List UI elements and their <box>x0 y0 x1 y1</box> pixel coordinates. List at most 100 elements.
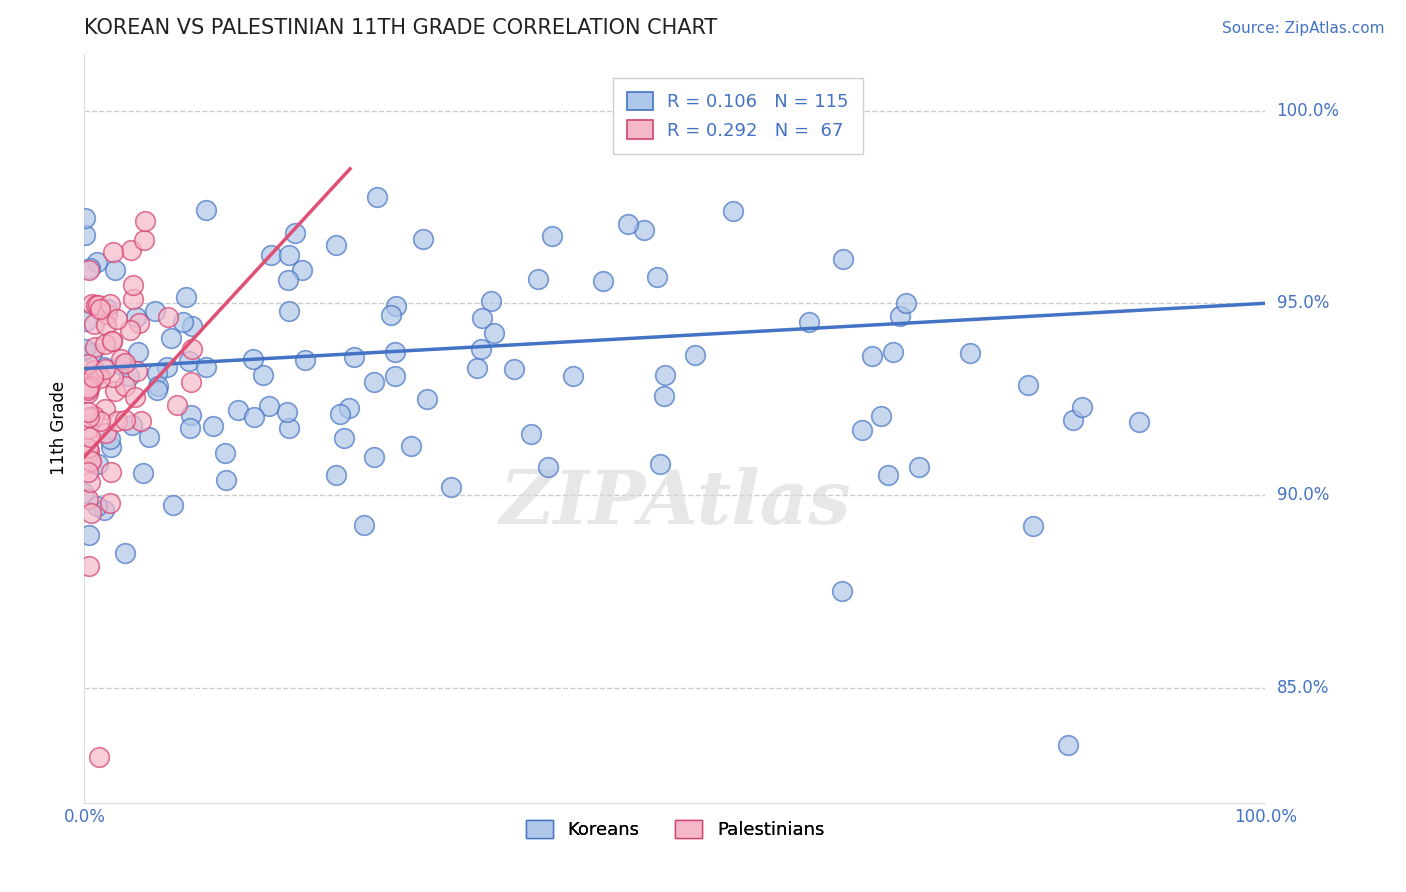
Point <box>77 448 100 462</box>
Point <box>121 417 143 432</box>
Point <box>160 331 183 345</box>
Point <box>77 491 100 506</box>
Point <box>79 444 101 458</box>
Point <box>111 359 134 373</box>
Point <box>79 475 101 490</box>
Point <box>194 360 217 375</box>
Point <box>79 430 101 444</box>
Point <box>77 441 100 455</box>
Point <box>617 217 640 231</box>
Point <box>416 392 439 406</box>
Point <box>465 360 488 375</box>
Point <box>156 360 179 375</box>
Point <box>131 466 153 480</box>
Point <box>73 486 96 500</box>
Point <box>105 311 128 326</box>
Text: Source: ZipAtlas.com: Source: ZipAtlas.com <box>1222 21 1385 36</box>
Point <box>80 454 103 468</box>
Point <box>278 248 301 262</box>
Text: ZIPAtlas: ZIPAtlas <box>499 467 851 540</box>
Point <box>94 361 117 376</box>
Text: KOREAN VS PALESTINIAN 11TH GRADE CORRELATION CHART: KOREAN VS PALESTINIAN 11TH GRADE CORRELA… <box>84 18 717 38</box>
Point <box>325 237 347 252</box>
Point <box>94 336 117 351</box>
Point <box>83 363 105 377</box>
Point <box>440 480 463 494</box>
Point <box>110 351 132 366</box>
Point <box>94 318 117 333</box>
Point <box>177 354 200 368</box>
Point <box>77 465 100 479</box>
Point <box>100 440 122 454</box>
Text: 100.0%: 100.0% <box>1277 103 1340 120</box>
Point <box>384 369 406 384</box>
Point <box>363 450 385 465</box>
Point <box>127 364 149 378</box>
Point <box>766 123 789 137</box>
Point <box>896 296 918 310</box>
Point <box>1071 401 1094 415</box>
Point <box>122 292 145 306</box>
Point <box>86 254 108 268</box>
Point <box>536 460 558 475</box>
Point <box>862 349 884 363</box>
Point <box>80 296 103 310</box>
Point <box>79 379 101 393</box>
Point <box>959 346 981 360</box>
Point <box>96 301 118 316</box>
Point <box>284 226 307 240</box>
Point <box>114 413 136 427</box>
Point <box>77 358 100 372</box>
Point <box>120 243 142 257</box>
Point <box>104 263 127 277</box>
Point <box>831 252 853 266</box>
Point <box>89 370 111 384</box>
Point <box>77 405 100 419</box>
Point <box>134 214 156 228</box>
Point <box>77 409 100 424</box>
Point <box>1022 519 1045 533</box>
Point <box>124 390 146 404</box>
Point <box>86 368 108 383</box>
Point <box>114 355 136 369</box>
Point <box>180 375 202 389</box>
Point <box>519 426 541 441</box>
Point <box>471 311 494 326</box>
Point <box>412 231 434 245</box>
Point <box>252 368 274 383</box>
Point <box>93 359 115 374</box>
Point <box>86 499 108 513</box>
Point <box>329 408 352 422</box>
Point <box>633 223 655 237</box>
Point <box>561 368 583 383</box>
Point <box>77 368 100 383</box>
Point <box>82 346 104 360</box>
Point <box>380 308 402 322</box>
Point <box>73 211 96 225</box>
Point <box>83 318 105 332</box>
Point <box>146 383 169 397</box>
Point <box>399 439 422 453</box>
Point <box>146 378 169 392</box>
Point <box>87 458 110 472</box>
Point <box>96 307 118 321</box>
Point <box>882 344 904 359</box>
Point <box>541 229 564 244</box>
Point <box>353 518 375 533</box>
Point <box>470 343 492 357</box>
Point <box>77 381 100 395</box>
Point <box>77 385 100 400</box>
Point <box>89 414 111 428</box>
Point <box>73 342 96 356</box>
Y-axis label: 11th Grade: 11th Grade <box>51 381 69 475</box>
Point <box>179 420 201 434</box>
Point <box>166 399 188 413</box>
Point <box>98 496 121 510</box>
Point <box>134 233 156 247</box>
Point <box>98 433 121 447</box>
Point <box>157 310 180 325</box>
Point <box>645 270 668 285</box>
Point <box>363 375 385 389</box>
Point <box>333 431 356 445</box>
Point <box>257 399 280 413</box>
